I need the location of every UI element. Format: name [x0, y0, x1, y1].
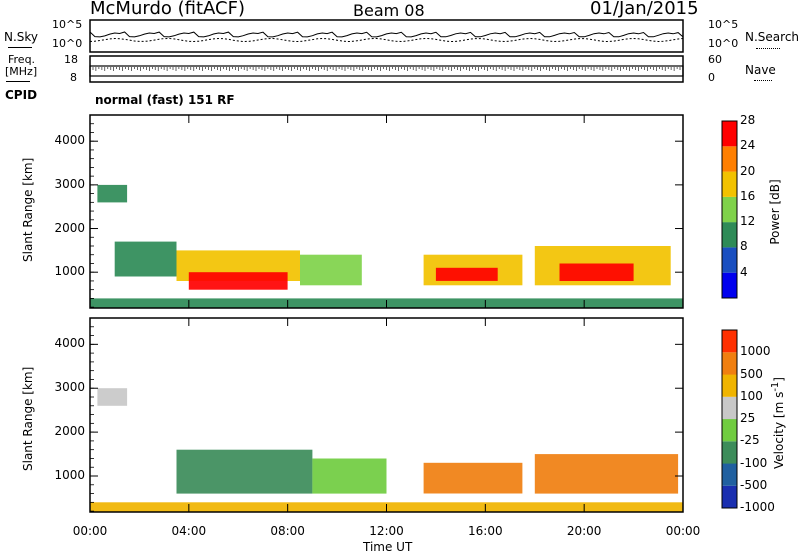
- velocity-region-1: [176, 449, 313, 494]
- velocity-ytick-label-3: 4000: [54, 336, 85, 351]
- velocity-colorbar-label: Velocity [m s-1]: [770, 377, 786, 469]
- velocity-colorbar-tick-4: -25: [740, 433, 760, 448]
- velocity-colorbar-frame: [721, 329, 738, 509]
- nsearch-legend-line: [756, 48, 780, 49]
- xtick-label-2: 08:00: [270, 524, 305, 538]
- power-colorbar-segment-1: [722, 247, 737, 273]
- power-colorbar-tick-5: 24: [740, 138, 756, 153]
- freq-legend-line: [6, 81, 30, 82]
- noise-tick-high-right: 10^5: [708, 18, 739, 31]
- nave-label: Nave: [745, 63, 776, 77]
- power-colorbar-tick-2: 12: [740, 214, 756, 229]
- power-ytick-label-3: 4000: [54, 133, 85, 148]
- xtick-label-0: 00:00: [72, 524, 108, 538]
- power-colorbar-tick-0: 4: [740, 264, 748, 279]
- xlabel: Time UT: [363, 540, 413, 554]
- velocity-colorbar-segment-3: [722, 419, 737, 442]
- power-colorbar-segment-2: [722, 222, 737, 248]
- power-colorbar-tick-6: 28: [740, 113, 756, 127]
- power-colorbar-frame: [721, 120, 738, 299]
- cpid-label: CPID: [5, 88, 38, 102]
- velocity-region-0: [97, 388, 128, 406]
- station-title: McMurdo (fitACF): [90, 0, 245, 19]
- nsky-legend-line: [8, 47, 32, 48]
- xtick-label-3: 12:00: [369, 524, 404, 538]
- velocity-region-2: [312, 458, 387, 494]
- noise-panel: [89, 19, 684, 53]
- xtick-label-4: 16:00: [468, 524, 503, 538]
- noise-tick-low-right: 10^0: [708, 37, 739, 50]
- velocity-colorbar-segment-0: [722, 485, 737, 509]
- power-ytick-label-2: 3000: [54, 176, 85, 191]
- nave-legend-line: [754, 80, 772, 81]
- nsearch-trace: [89, 37, 684, 43]
- cpid-value: normal (fast) 151 RF: [95, 93, 235, 107]
- xtick-label-1: 04:00: [171, 524, 207, 538]
- power-colorbar-tick-1: 8: [740, 239, 748, 254]
- nave-tick-low: 0: [708, 71, 715, 84]
- power-colorbar-label: Power [dB]: [768, 179, 782, 245]
- power-region-1: [114, 241, 177, 277]
- power-region-8: [559, 263, 634, 281]
- nave-tick-high: 60: [708, 53, 722, 66]
- power-region-0: [97, 184, 128, 203]
- velocity-ytick-label-2: 3000: [54, 380, 85, 395]
- freq-tick-low: 8: [70, 71, 77, 84]
- velocity-colorbar-segment-4: [722, 396, 737, 420]
- velocity-colorbar-tick-6: -500: [740, 477, 768, 492]
- date-title: 01/Jan/2015: [590, 0, 699, 19]
- freq-tick-high: 18: [64, 53, 78, 66]
- power-region-3: [188, 272, 288, 290]
- power-ylabel: Slant Range [km]: [21, 157, 35, 262]
- power-ytick-label-1: 2000: [54, 220, 85, 235]
- power-region-6: [435, 267, 498, 281]
- power-colorbar-segment-4: [722, 171, 737, 197]
- power-colorbar-segment-0: [722, 272, 737, 298]
- velocity-ylabel: Slant Range [km]: [21, 366, 35, 471]
- nsearch-label: N.Search: [745, 30, 800, 44]
- beam-title: Beam 08: [353, 1, 425, 20]
- power-colorbar-segment-5: [722, 146, 737, 172]
- power-region-4: [300, 254, 362, 286]
- xtick-label-6: 00:00: [665, 524, 701, 538]
- power-ytick-label-0: 1000: [54, 264, 85, 279]
- velocity-region-3: [423, 462, 523, 494]
- freq-label-bottom: [MHz]: [5, 65, 38, 78]
- velocity-ytick-label-0: 1000: [54, 468, 85, 482]
- velocity-colorbar-tick-1: 500: [740, 366, 763, 381]
- freq-label-top: Freq.: [8, 53, 36, 66]
- velocity-colorbar-segment-7: [722, 330, 737, 353]
- noise-tick-high-left: 10^5: [52, 18, 83, 31]
- velocity-colorbar-tick-3: 25: [740, 411, 756, 425]
- nsky-trace: [89, 31, 684, 38]
- nsky-label: N.Sky: [4, 30, 39, 44]
- velocity-colorbar-segment-1: [722, 463, 737, 486]
- velocity-ytick-label-1: 2000: [54, 424, 85, 439]
- power-colorbar-segment-6: [722, 121, 737, 147]
- velocity-region-4: [534, 454, 679, 494]
- velocity-colorbar-segment-6: [722, 352, 737, 375]
- velocity-colorbar-tick-2: 100: [740, 388, 763, 403]
- velocity-colorbar-segment-5: [722, 374, 737, 397]
- noise-tick-low-left: 10^0: [52, 37, 83, 50]
- velocity-colorbar-tick-7: -1000: [740, 500, 775, 514]
- power-colorbar-segment-3: [722, 196, 737, 223]
- power-colorbar-tick-4: 20: [740, 163, 756, 178]
- velocity-colorbar-tick-0: 1000: [740, 344, 771, 359]
- nave-trace: [89, 67, 684, 71]
- velocity-colorbar-tick-5: -100: [740, 455, 768, 470]
- velocity-colorbar-segment-2: [722, 441, 737, 464]
- power-colorbar-tick-3: 16: [740, 188, 756, 203]
- xtick-label-5: 20:00: [566, 524, 602, 538]
